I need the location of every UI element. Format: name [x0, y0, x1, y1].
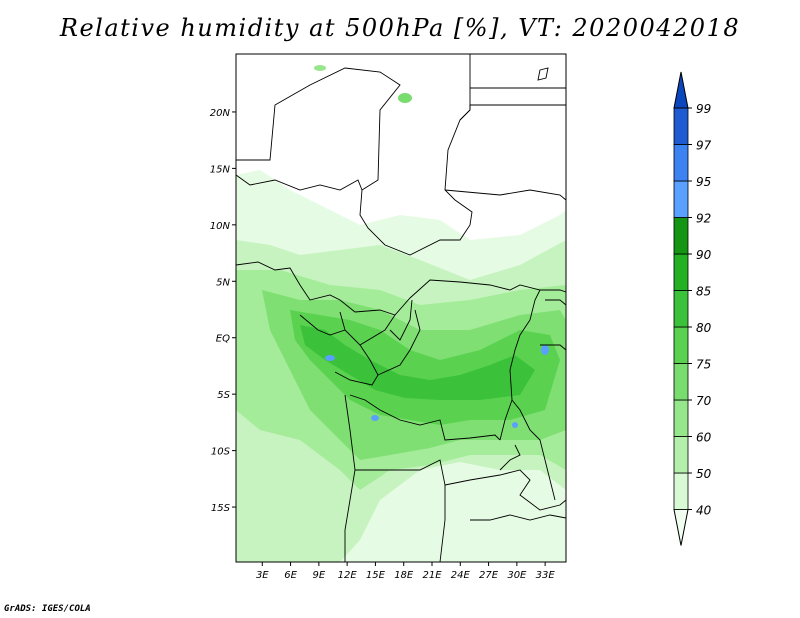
colorbar-segment	[673, 399, 689, 437]
colorbar-segment	[673, 107, 689, 145]
shade-90	[300, 325, 535, 400]
lon-tick-label: 21E	[422, 570, 442, 581]
coast-fragment	[537, 67, 549, 81]
border-lake-tanganyika	[511, 399, 556, 501]
grads-credit: GrADS: IGES/COLA	[4, 604, 91, 614]
coast-angola	[344, 394, 356, 562]
border-namibia	[355, 459, 446, 563]
lat-tick-label: 20N	[210, 108, 231, 119]
lat-tick-label: 5S	[217, 390, 230, 401]
colorbar-segment	[673, 180, 689, 218]
lat-tick-label: 5N	[216, 277, 230, 288]
colorbar-label: 95	[696, 175, 711, 189]
border-zambia	[444, 469, 567, 511]
lon-tick-label: 9E	[313, 570, 326, 581]
border-central	[235, 261, 567, 316]
lat-tick-label: EQ	[216, 334, 230, 345]
border-sahel	[235, 174, 363, 191]
border-north	[236, 54, 473, 256]
colorbar-segment	[673, 436, 689, 474]
lon-tick-label: 30E	[507, 570, 527, 581]
longitude-axis: 3E 6E 9E 12E 15E 18E 21E 24E 27E 30E 33E	[256, 562, 555, 581]
lon-tick-label: 18E	[394, 570, 414, 581]
lat-tick-label: 10N	[210, 221, 231, 232]
chart-title: Relative humidity at 500hPa [%], VT: 202…	[59, 14, 741, 42]
colorbar-label: 92	[696, 212, 711, 226]
colorbar-label: 97	[696, 139, 712, 153]
lon-tick-label: 27E	[479, 570, 499, 581]
lat-tick-label: 15N	[210, 164, 231, 175]
colorbar-segment	[673, 217, 689, 255]
colorbar-label: 85	[696, 285, 711, 299]
colorbar-label: 90	[696, 248, 712, 262]
map-frame	[235, 53, 567, 563]
colorbar-segment	[673, 144, 689, 182]
colorbar-label: 60	[696, 431, 712, 445]
lon-tick-label: 3E	[256, 570, 269, 581]
shade-blue-spot-3	[541, 345, 549, 355]
lon-tick-label: 6E	[284, 570, 297, 581]
colorbar-label: 75	[696, 358, 711, 372]
shade-north-blob-1	[314, 65, 326, 71]
colorbar-label: 70	[696, 394, 712, 408]
colorbar-label: 99	[696, 102, 711, 116]
border-libya	[459, 104, 566, 121]
colorbar: 40 50 60 70 75 80 85 90 92 95 97 99	[673, 71, 712, 546]
lat-tick-label: 10S	[211, 447, 231, 458]
colorbar-segment	[673, 472, 689, 510]
colorbar-segment	[673, 253, 689, 291]
colorbar-label: 80	[696, 321, 712, 335]
latitude-axis: 20N 15N 10N 5N EQ 5S 10S 15S	[210, 108, 236, 514]
lon-tick-label: 33E	[536, 570, 556, 581]
border-east	[540, 299, 567, 351]
colorbar-label: 50	[696, 467, 712, 481]
lon-tick-label: 12E	[338, 570, 358, 581]
map-panel	[235, 53, 567, 563]
country-borders	[235, 54, 567, 563]
shade-north-blob-2	[398, 93, 412, 103]
border-lake	[499, 444, 521, 471]
colorbar-low-triangle	[673, 509, 689, 546]
lat-tick-label: 15S	[211, 503, 231, 514]
border-angola	[349, 394, 501, 441]
border-south	[470, 514, 567, 521]
colorbar-high-triangle	[673, 71, 689, 109]
shade-blue-spot-2	[371, 415, 379, 421]
shade-blue-spot-1	[325, 355, 335, 361]
border-drc-west	[377, 309, 421, 376]
border-congo	[359, 299, 413, 346]
lon-tick-label: 24E	[451, 570, 471, 581]
lon-tick-label: 15E	[366, 570, 386, 581]
shade-blue-spot-4	[512, 422, 518, 428]
border-sudan	[444, 189, 567, 201]
colorbar-label: 40	[696, 504, 712, 518]
colorbar-segment	[673, 363, 689, 401]
colorbar-segment	[673, 290, 689, 328]
colorbar-segment	[673, 326, 689, 364]
border-rift	[499, 289, 541, 441]
